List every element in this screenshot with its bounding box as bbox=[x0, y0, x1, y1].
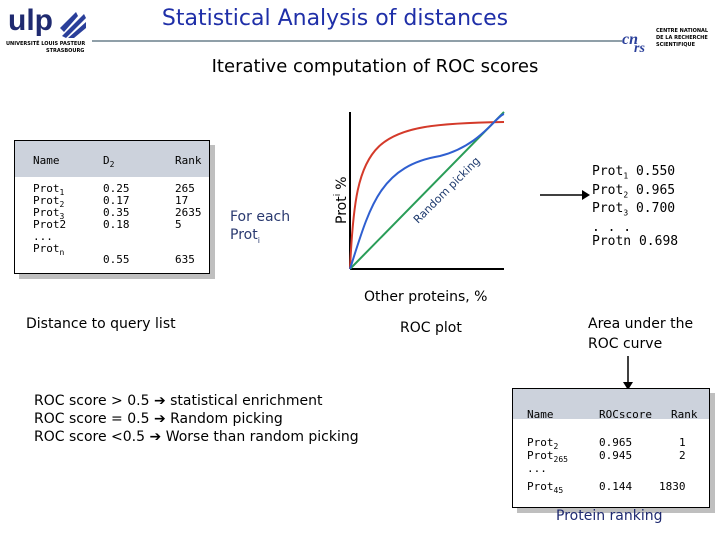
ranking-caption: Protein ranking bbox=[556, 508, 663, 524]
table-row-d: 0.17 bbox=[103, 194, 130, 207]
rule-row: ROC score = 0.5 ➔ Random picking bbox=[34, 411, 283, 427]
svg-text:Proti%: Proti% bbox=[333, 176, 350, 224]
table-row-name: Prot3 bbox=[33, 206, 65, 222]
svg-text:rs: rs bbox=[634, 41, 645, 54]
rule-row: ROC score <0.5 ➔ Worse than random picki… bbox=[34, 429, 359, 445]
list-item: . . . bbox=[592, 219, 632, 235]
col-header-rank: Rank bbox=[671, 408, 698, 421]
ranking-table: Name ROCscore Rank Prot2 0.965 1 Prot265… bbox=[512, 388, 710, 508]
table-row-d: 0.35 bbox=[103, 206, 130, 219]
roc-plot-caption: ROC plot bbox=[400, 320, 462, 336]
list-item: Prot3 0.700 bbox=[592, 201, 676, 218]
table-row-rank: 1 bbox=[679, 436, 686, 449]
arrow-right-icon: ➔ bbox=[149, 429, 162, 445]
table-row-ellipsis: ... bbox=[527, 462, 547, 475]
roc-random-diagonal bbox=[349, 111, 505, 270]
svg-text:Random picking: Random picking bbox=[411, 154, 483, 226]
roc-rules: ROC score > 0.5 ➔ statistical enrichment… bbox=[34, 392, 359, 446]
col-header-rocscore: ROCscore bbox=[599, 408, 652, 421]
table-row-rank: 2635 bbox=[175, 206, 202, 219]
table-row-ellipsis: ... bbox=[33, 230, 53, 243]
list-item: Prot1 0.550 bbox=[592, 164, 676, 181]
table-row-score: 0.144 bbox=[599, 480, 633, 493]
ulp-logo-text: ulp bbox=[8, 4, 53, 37]
ulp-logo-mark-icon bbox=[60, 12, 86, 38]
roc-diagonal-label: Random picking bbox=[411, 154, 483, 226]
svg-text:cn: cn bbox=[622, 31, 638, 48]
table-row-score: 0.965 bbox=[599, 436, 633, 449]
roc-curve-blue bbox=[349, 113, 505, 270]
col-header-d2: D2 bbox=[103, 154, 115, 170]
title-divider bbox=[92, 40, 622, 42]
table-row-rank: 2 bbox=[679, 449, 686, 462]
arrow-down-icon bbox=[623, 356, 633, 390]
auc-line1: Area under the bbox=[588, 316, 694, 332]
table-row-name: Prot1 bbox=[33, 182, 65, 198]
table-row-name: Prot45 bbox=[527, 480, 564, 496]
cnrs-line-3: SCIENTIFIQUE bbox=[656, 42, 696, 48]
col-header-name: Name bbox=[33, 154, 60, 167]
table-row-name: Protn bbox=[33, 242, 65, 258]
table-row-rank: 635 bbox=[175, 253, 195, 266]
ulp-logo-caption-2: STRASBOURG bbox=[46, 48, 85, 54]
cnrs-logo: cn rs CENTRE NATIONAL DE LA RECHERCHE SC… bbox=[620, 24, 720, 54]
roc-curve-red bbox=[349, 121, 505, 270]
table-row-name: Prot265 bbox=[527, 449, 568, 465]
col-header-rank: Rank bbox=[175, 154, 202, 167]
auc-label: Area under the ROC curve bbox=[588, 314, 693, 354]
cnrs-line-2: DE LA RECHERCHE bbox=[656, 35, 708, 41]
ranking-table-header bbox=[513, 389, 709, 419]
list-item: Prot2 0.965 bbox=[592, 182, 676, 200]
table-row-d: 0.55 bbox=[103, 253, 130, 266]
ulp-logo: ulp UNIVERSITÉ LOUIS PASTEUR STRASBOURG bbox=[6, 4, 90, 56]
table-row-name: Prot2 bbox=[33, 218, 67, 231]
distance-caption: Distance to query list bbox=[26, 316, 176, 332]
rule-row: ROC score > 0.5 ➔ statistical enrichment bbox=[34, 393, 323, 409]
list-item: Protn 0.698 bbox=[592, 233, 679, 249]
table-row-d: 0.25 bbox=[103, 182, 130, 195]
table-row-d: 0.18 bbox=[103, 218, 130, 231]
auc-line2: ROC curve bbox=[588, 336, 663, 352]
cnrs-logo-icon: cn rs bbox=[622, 31, 645, 54]
table-row-rank: 17 bbox=[175, 194, 189, 207]
for-each-label: For each Proti bbox=[230, 208, 290, 250]
page-subtitle: Iterative computation of ROC scores bbox=[211, 56, 539, 77]
col-header-name: Name bbox=[527, 408, 554, 421]
roc-plot: Proti% Random picking bbox=[333, 111, 505, 270]
ulp-logo-caption-1: UNIVERSITÉ LOUIS PASTEUR bbox=[6, 41, 86, 47]
roc-y-label: Proti% bbox=[333, 176, 350, 224]
table-row-score: 0.945 bbox=[599, 449, 633, 462]
roc-scores-list: Prot1 0.550 Prot2 0.965 Prot3 0.700 . . … bbox=[592, 165, 678, 249]
for-each-line2: Proti bbox=[230, 227, 260, 245]
roc-x-label: Other proteins, % bbox=[364, 289, 488, 305]
table-row-rank: 265 bbox=[175, 182, 195, 195]
table-row-name: Prot2 bbox=[527, 436, 559, 452]
cnrs-line-1: CENTRE NATIONAL bbox=[656, 28, 709, 34]
table-row-name: Prot2 bbox=[33, 194, 65, 210]
arrow-right-icon: ➔ bbox=[153, 393, 166, 409]
arrow-right-icon: ➔ bbox=[153, 411, 166, 427]
distance-table: Name D2 Rank Prot1 0.25 265 Prot2 0.17 1… bbox=[14, 140, 210, 274]
table-row-rank: 1830 bbox=[659, 480, 686, 493]
for-each-line1: For each bbox=[230, 209, 291, 225]
table-row-rank: 5 bbox=[175, 218, 182, 231]
distance-table-header bbox=[15, 141, 209, 177]
arrow-right-icon bbox=[540, 190, 590, 200]
page-title: Statistical Analysis of distances bbox=[161, 6, 509, 31]
